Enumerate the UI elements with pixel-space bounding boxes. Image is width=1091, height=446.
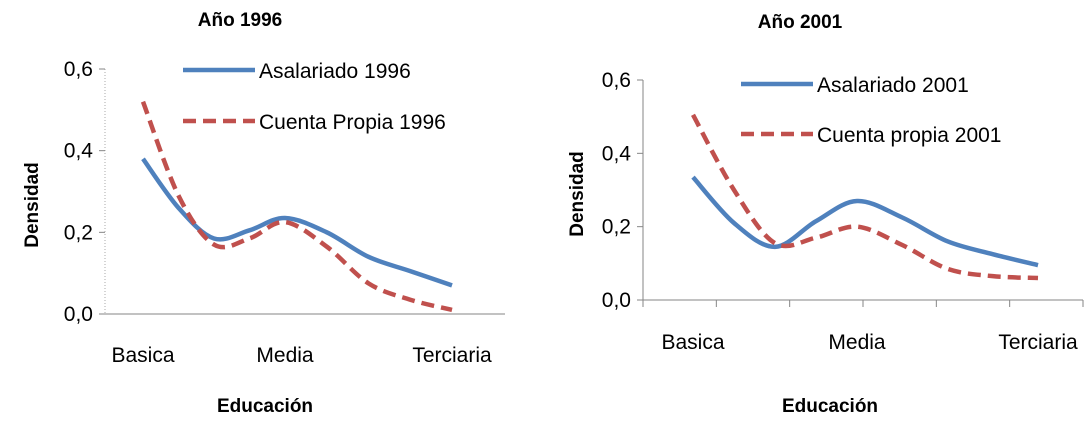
legend-label: Asalariado 1996 [259,60,411,83]
x-tick-label: Terciaria [412,344,492,367]
x-tick-label: Basica [111,344,174,367]
legend-label: Asalariado 2001 [817,74,969,97]
y-tick-label: 0,4 [64,140,94,163]
x-tick-label: Media [828,331,886,354]
series-line [691,175,1039,268]
y-tick-label: 0,0 [602,289,631,312]
series-line [141,157,453,288]
y-axis-title: Densidad [567,151,588,237]
y-tick-label: 0,2 [64,221,93,244]
chart-panel-1996: Año 1996 Densidad Educación 0,0 0,2 0,4 0,6… [0,0,545,446]
y-tick-label: 0,6 [64,58,93,81]
series-line [140,100,453,313]
chart-title: Año 1996 [198,10,282,31]
legend-label: Cuenta Propia 1996 [259,111,446,134]
y-tick-label: 0,2 [602,216,631,239]
density-chart-1996: Año 1996 Densidad Educación 0,0 0,2 0,4 0,6… [22,10,505,417]
y-tick-label: 0,0 [64,303,93,326]
x-axis-title: Educación [782,396,878,417]
y-axis-title: Densidad [22,162,43,248]
x-tick-label: Terciaria [998,331,1078,354]
x-tick-label: Basica [661,331,724,354]
x-tick-label: Media [256,344,314,367]
x-axis-title: Educación [217,396,313,417]
y-tick-label: 0,6 [602,69,631,92]
y-tick-label: 0,4 [602,142,632,165]
chart-title: Año 2001 [758,12,843,33]
density-chart-2001: Año 2001 Densidad Educación 0,0 0,2 0,4 0,6… [567,12,1084,417]
chart-panel-2001: Año 2001 Densidad Educación 0,0 0,2 0,4 0,6… [545,0,1091,446]
legend-label: Cuenta propia 2001 [817,124,1001,147]
series-line [691,113,1039,281]
